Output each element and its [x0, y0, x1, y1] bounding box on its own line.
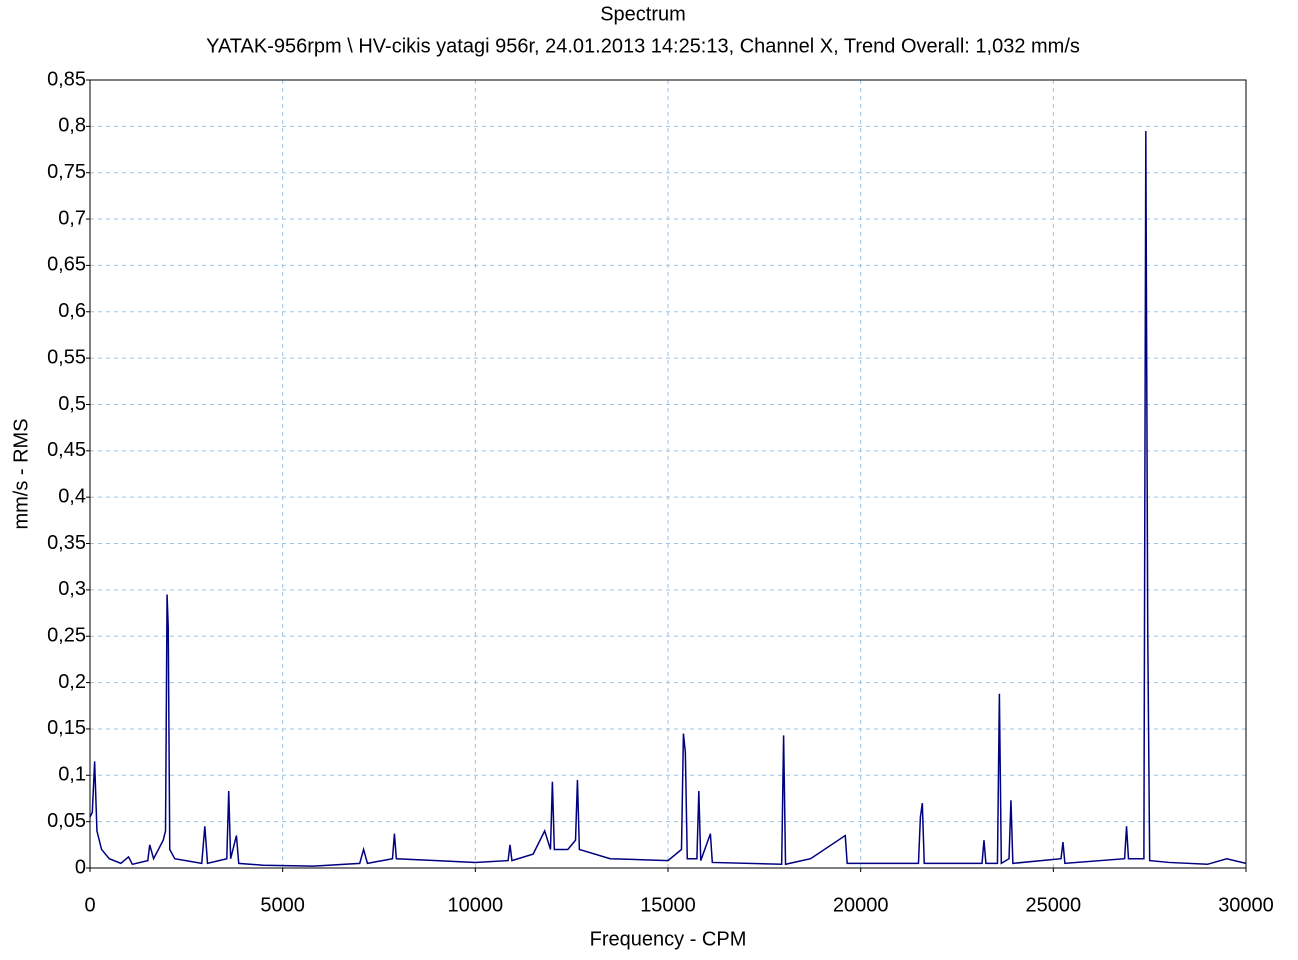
y-tick-label: 0,55: [47, 346, 86, 368]
x-tick-label: 5000: [260, 894, 305, 916]
y-tick-label: 0,7: [58, 207, 86, 229]
y-tick-label: 0,6: [58, 300, 86, 322]
y-axis-label: mm/s - RMS: [10, 418, 32, 529]
y-tick-label: 0: [75, 856, 86, 878]
y-tick-label: 0,15: [47, 717, 86, 739]
x-tick-label: 10000: [448, 894, 504, 916]
x-axis-label: Frequency - CPM: [590, 928, 747, 950]
y-tick-label: 0,2: [58, 671, 86, 693]
y-tick-label: 0,65: [47, 254, 86, 276]
y-tick-label: 0,25: [47, 625, 86, 647]
y-tick-label: 0,75: [47, 161, 86, 183]
chart-subtitle: YATAK-956rpm \ HV-cikis yatagi 956r, 24.…: [206, 35, 1080, 57]
spectrum-line: [89, 130, 1247, 867]
x-tick-label: 20000: [833, 894, 889, 916]
x-tick-label: 30000: [1218, 894, 1274, 916]
chart-title: Spectrum: [600, 3, 686, 25]
y-tick-label: 0,8: [58, 115, 86, 137]
y-tick-label: 0,05: [47, 810, 86, 832]
y-tick-label: 0,45: [47, 439, 86, 461]
y-tick-label: 0,5: [58, 393, 86, 415]
plot-frame: [89, 79, 1247, 869]
y-tick-label: 0,4: [58, 485, 86, 507]
y-tick-label: 0,1: [58, 764, 86, 786]
x-tick-label: 25000: [1026, 894, 1082, 916]
y-tick-label: 0,3: [58, 578, 86, 600]
y-tick-label: 0,85: [47, 68, 86, 90]
x-tick-label: 0: [84, 894, 95, 916]
y-tick-label: 0,35: [47, 532, 86, 554]
x-tick-label: 15000: [640, 894, 696, 916]
